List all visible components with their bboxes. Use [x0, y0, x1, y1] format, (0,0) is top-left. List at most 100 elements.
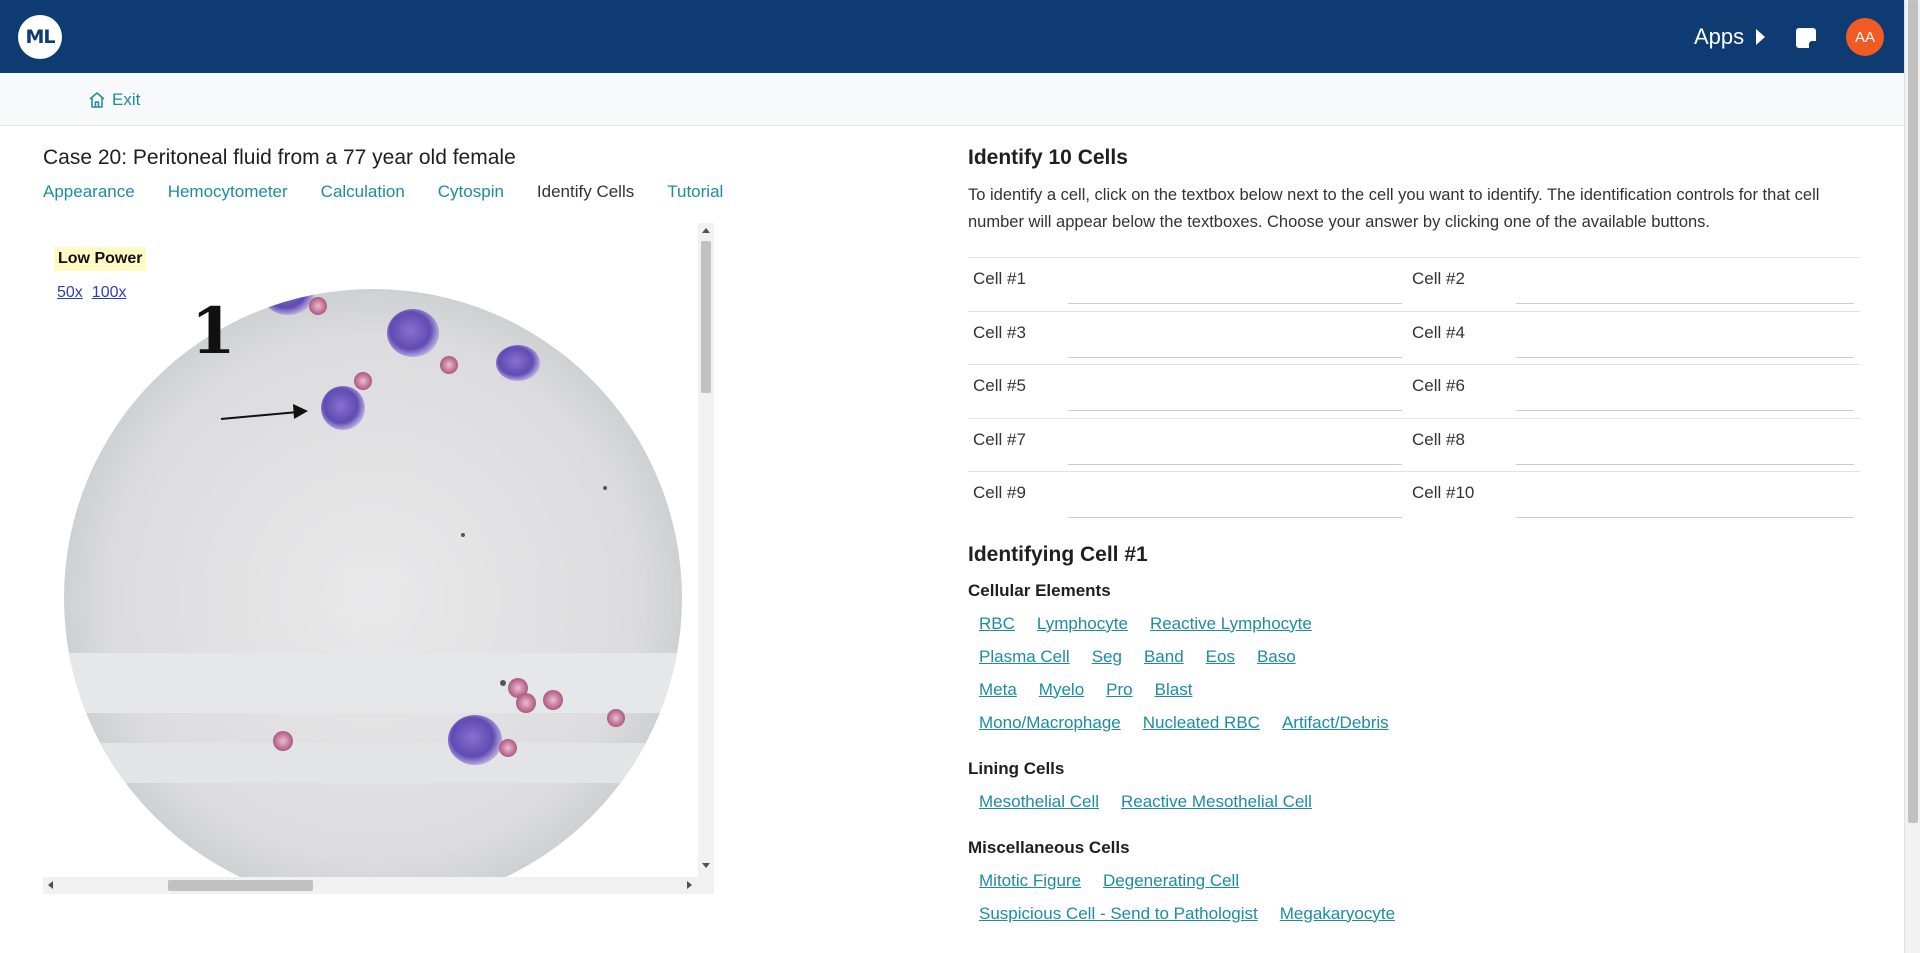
viewer-horizontal-scrollbar[interactable] [43, 877, 714, 894]
logo[interactable]: ML [18, 15, 62, 59]
cell-1-input[interactable] [1068, 264, 1402, 304]
cell-label: Cell #3 [973, 322, 1026, 342]
cell-slot: Cell #3 [968, 312, 1407, 365]
button-row: Mesothelial Cell Reactive Mesothelial Ce… [979, 785, 1861, 818]
cell-slot: Cell #5 [968, 365, 1407, 418]
blast-button[interactable]: Blast [1154, 679, 1193, 699]
scroll-down-arrow-icon[interactable] [702, 863, 710, 868]
group-title-cellular-elements: Cellular Elements [968, 581, 1111, 600]
cell-label: Cell #8 [1412, 429, 1465, 449]
apps-menu-button[interactable]: Apps [1694, 24, 1766, 50]
plasma-cell-button[interactable]: Plasma Cell [979, 646, 1070, 666]
megakaryocyte-button[interactable]: Megakaryocyte [1279, 903, 1396, 923]
cell-10-input[interactable] [1516, 478, 1854, 518]
case-title: Case 20: Peritoneal fluid from a 77 year… [43, 146, 516, 169]
cell-slot: Cell #7 [968, 419, 1407, 472]
reactive-lymphocyte-button[interactable]: Reactive Lymphocyte [1149, 613, 1312, 633]
reactive-mesothelial-cell-button[interactable]: Reactive Mesothelial Cell [1121, 791, 1312, 811]
tab-calculation[interactable]: Calculation [320, 182, 405, 201]
cell-label: Cell #10 [1412, 483, 1475, 502]
cell-row: Cell #5 Cell #6 [968, 364, 1860, 418]
viewer-vertical-scrollbar[interactable] [698, 223, 714, 877]
cell-row: Cell #7 Cell #8 [968, 417, 1860, 472]
baso-button[interactable]: Baso [1256, 646, 1296, 666]
sticky-note-icon[interactable] [1796, 28, 1816, 48]
page-scrollbar[interactable] [1904, 0, 1920, 953]
cell-slot: Cell #1 [968, 258, 1407, 311]
cell-label: Cell #1 [973, 269, 1026, 288]
identify-instructions: To identify a cell, click on the textbox… [968, 186, 1820, 231]
button-row: Plasma Cell Seg Band Eos Baso [979, 640, 1861, 673]
scroll-left-arrow-icon[interactable] [48, 881, 53, 889]
exit-link[interactable]: Exit [88, 90, 140, 110]
cell-3-input[interactable] [1068, 317, 1402, 358]
scroll-up-arrow-icon[interactable] [702, 228, 710, 233]
mesothelial-cell-button[interactable]: Mesothelial Cell [979, 791, 1099, 811]
home-icon [89, 92, 105, 108]
cell-2-input[interactable] [1516, 264, 1854, 304]
caret-right-icon [1756, 29, 1766, 45]
exit-label: Exit [112, 90, 141, 109]
cell-label: Cell #5 [973, 376, 1026, 395]
power-label: Low Power [54, 247, 147, 271]
slide-number: 1 [191, 294, 236, 369]
eos-button[interactable]: Eos [1205, 646, 1235, 666]
mitotic-figure-button[interactable]: Mitotic Figure [979, 870, 1082, 890]
cell-grid: Cell #1 Cell #2 Cell #3 Cell #4 Cell #5 … [968, 257, 1860, 525]
cell-7-input[interactable] [1068, 424, 1402, 465]
cell-9-input[interactable] [1068, 478, 1402, 518]
nucleated-rbc-button[interactable]: Nucleated RBC [1142, 712, 1260, 732]
tab-cytospin[interactable]: Cytospin [437, 182, 504, 201]
scroll-right-arrow-icon[interactable] [687, 881, 692, 889]
button-row: Mono/Macrophage Nucleated RBC Artifact/D… [979, 706, 1861, 739]
identify-panel: Identify 10 Cells To identify a cell, cl… [968, 146, 1861, 236]
sub-navbar: Exit [0, 73, 1904, 126]
meta-button[interactable]: Meta [979, 679, 1017, 699]
band-button[interactable]: Band [1143, 646, 1184, 666]
cell-row: Cell #9 Cell #10 [968, 471, 1860, 525]
cell-5-input[interactable] [1068, 371, 1402, 411]
tab-tutorial[interactable]: Tutorial [667, 182, 724, 201]
button-row: Mitotic Figure Degenerating Cell [979, 864, 1861, 897]
cell-row: Cell #1 Cell #2 [968, 257, 1860, 311]
tab-hemocytometer[interactable]: Hemocytometer [167, 182, 288, 201]
tab-identify-cells[interactable]: Identify Cells [536, 182, 635, 201]
viewer-vertical-scroll-thumb[interactable] [701, 241, 711, 393]
mono-macrophage-button[interactable]: Mono/Macrophage [979, 712, 1121, 732]
degenerating-cell-button[interactable]: Degenerating Cell [1103, 870, 1240, 890]
button-row: Suspicious Cell - Send to Pathologist Me… [979, 897, 1861, 930]
cell-8-input[interactable] [1516, 424, 1854, 465]
suspicious-cell-button[interactable]: Suspicious Cell - Send to Pathologist [979, 903, 1258, 923]
seg-button[interactable]: Seg [1091, 646, 1122, 666]
cell-slot: Cell #4 [1407, 312, 1860, 365]
rbc-button[interactable]: RBC [979, 613, 1015, 633]
cell-6-input[interactable] [1516, 371, 1854, 411]
cell-4-input[interactable] [1516, 317, 1854, 358]
microscope-image: 1 [64, 289, 682, 877]
page-scrollbar-thumb[interactable] [1908, 0, 1918, 823]
cell-slot: Cell #2 [1407, 258, 1860, 311]
cell-slot: Cell #6 [1407, 365, 1860, 418]
identifying-heading: Identifying Cell #1 [968, 543, 1148, 566]
tab-appearance[interactable]: Appearance [43, 182, 135, 201]
cell-label: Cell #7 [973, 429, 1026, 449]
pro-button[interactable]: Pro [1106, 679, 1133, 699]
cell-row: Cell #3 Cell #4 [968, 310, 1860, 365]
cell-slot: Cell #8 [1407, 419, 1860, 472]
user-avatar[interactable]: AA [1846, 18, 1884, 56]
cellular-elements-buttons: RBC Lymphocyte Reactive Lymphocyte Plasm… [968, 607, 1861, 739]
zoom-links: 50x 100x [57, 284, 127, 302]
lymphocyte-button[interactable]: Lymphocyte [1036, 613, 1128, 633]
button-row: Meta Myelo Pro Blast [979, 673, 1861, 706]
logo-text: ML [25, 26, 55, 48]
zoom-100x-link[interactable]: 100x [91, 284, 127, 301]
zoom-50x-link[interactable]: 50x [57, 284, 83, 301]
myelo-button[interactable]: Myelo [1038, 679, 1085, 699]
artifact-debris-button[interactable]: Artifact/Debris [1281, 712, 1389, 732]
top-navbar: ML Apps AA [0, 0, 1904, 73]
viewer-horizontal-scroll-thumb[interactable] [168, 880, 313, 891]
miscellaneous-cells-buttons: Mitotic Figure Degenerating Cell Suspici… [968, 864, 1861, 930]
case-tabs: Appearance Hemocytometer Calculation Cyt… [43, 182, 723, 202]
microscope-viewer[interactable]: 1 Low Power 50x 100x [43, 223, 714, 894]
cell-label: Cell #6 [1412, 376, 1465, 395]
